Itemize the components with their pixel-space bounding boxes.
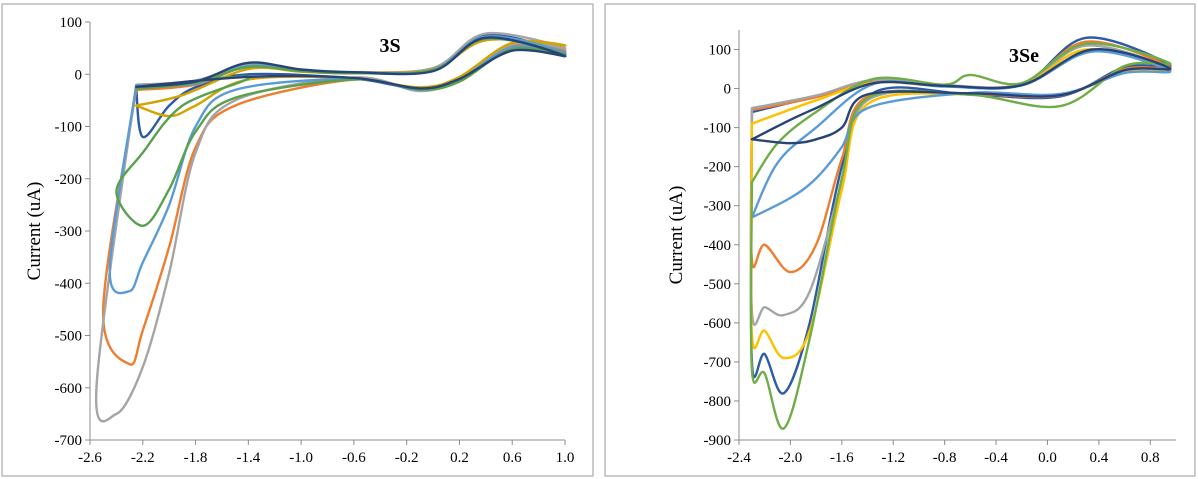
- y-tick-label: -100: [55, 120, 83, 136]
- y-tick-label: 100: [709, 43, 732, 59]
- y-tick-label: -500: [55, 329, 83, 345]
- y-tick-label: -200: [704, 160, 732, 176]
- x-tick-label: -2.6: [78, 450, 102, 466]
- y-tick-label: -200: [55, 172, 83, 188]
- x-tick-label: -0.8: [933, 450, 957, 466]
- x-tick-label: 0.8: [1141, 450, 1160, 466]
- y-tick-label: -600: [704, 316, 732, 332]
- x-tick-label: -2.4: [727, 450, 751, 466]
- series-line-7: [135, 36, 567, 90]
- y-tick-label: 100: [60, 15, 83, 31]
- y-axis-title: Current (uA): [24, 182, 45, 281]
- x-tick-label: -1.2: [881, 450, 905, 466]
- series-line-5: [750, 50, 1172, 219]
- x-tick-label: -0.4: [984, 450, 1008, 466]
- x-tick-label: -1.0: [289, 450, 313, 466]
- x-tick-label: -1.8: [184, 450, 208, 466]
- x-tick-label: -1.4: [236, 450, 260, 466]
- y-tick-label: -700: [55, 433, 83, 449]
- chart-frame: [1, 3, 594, 477]
- y-tick-label: -800: [704, 394, 732, 410]
- x-tick-label: -2.2: [131, 450, 155, 466]
- x-tick-label: 0.2: [450, 450, 469, 466]
- y-tick-label: -300: [704, 199, 732, 215]
- series-line-3: [94, 31, 567, 423]
- chart-panel-3se: 100 0 -100 -200 -300 -400 -500 -600 -700 -800 -900…: [604, 0, 1198, 479]
- series-line-1: [749, 36, 1172, 395]
- chart-title: 3S: [379, 35, 400, 57]
- y-tick-label: -400: [704, 238, 732, 254]
- y-tick-label: -900: [704, 433, 732, 449]
- series-group: [94, 31, 567, 423]
- y-tick-label: -100: [704, 121, 732, 137]
- chart-frame: [604, 3, 1196, 477]
- x-tick-label: 0.4: [1090, 450, 1109, 466]
- x-tick-label: 1.0: [556, 450, 575, 466]
- x-tick-label: -0.6: [342, 450, 366, 466]
- y-tick-label: -400: [55, 276, 83, 292]
- series-line-5: [108, 35, 567, 295]
- y-tick-label: 0: [75, 67, 83, 83]
- x-tick-label: 0.0: [1038, 450, 1057, 466]
- chart-panel-3s: 100 0 -100 -200 -300 -400 -500 -600 -700 -2.6 -2.2…: [0, 0, 596, 479]
- x-tick-label: -0.2: [395, 450, 419, 466]
- series-group: [749, 36, 1172, 430]
- series-line-7: [750, 48, 1172, 145]
- chart-title: 3Se: [1009, 45, 1039, 67]
- y-tick-label: -700: [704, 355, 732, 371]
- x-tick-label: 0.6: [503, 450, 522, 466]
- y-tick-label: -300: [55, 224, 83, 240]
- y-tick-label: -600: [55, 381, 83, 397]
- cv-chart-3se: 100 0 -100 -200 -300 -400 -500 -600 -700 -800 -900…: [604, 3, 1196, 477]
- x-tick-label: -2.0: [779, 450, 803, 466]
- y-tick-label: 0: [724, 82, 732, 98]
- y-tick-label: -500: [704, 277, 732, 293]
- cv-chart-3s: 100 0 -100 -200 -300 -400 -500 -600 -700-2.6 -2.2…: [1, 3, 594, 477]
- y-axis-title: Current (uA): [666, 186, 687, 285]
- series-line-6: [749, 42, 1172, 430]
- x-tick-label: -1.6: [830, 450, 854, 466]
